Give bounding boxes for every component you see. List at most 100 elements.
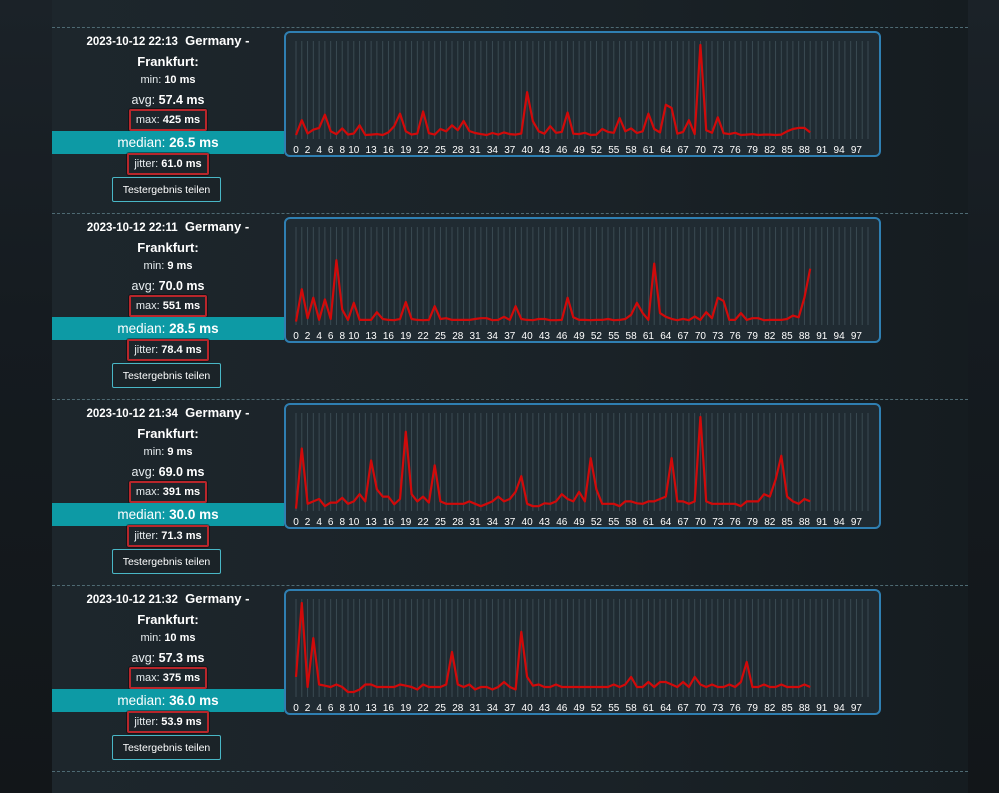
median-value: 28.5 ms bbox=[169, 321, 219, 336]
test-summary: 2023-10-12 21:32 Germany - Frankfurt: mi… bbox=[52, 585, 284, 771]
x-tick-label: 22 bbox=[418, 703, 430, 713]
x-tick-label: 0 bbox=[293, 517, 299, 527]
share-result-button[interactable]: Testergebnis teilen bbox=[112, 549, 221, 574]
x-tick-label: 22 bbox=[418, 145, 430, 155]
max-highlight-box: max: 551 ms bbox=[128, 295, 208, 317]
median-bar: median: 28.5 ms bbox=[52, 317, 284, 340]
max-label: max: bbox=[135, 672, 160, 684]
x-tick-label: 13 bbox=[366, 145, 378, 155]
avg-label: avg: bbox=[131, 93, 156, 107]
x-tick-label: 19 bbox=[400, 331, 412, 341]
ping-series-line bbox=[294, 43, 811, 137]
median-value: 30.0 ms bbox=[169, 507, 219, 522]
x-tick-label: 70 bbox=[695, 703, 707, 713]
max-stat: max: 425 ms bbox=[52, 109, 284, 131]
median-label: median: bbox=[117, 321, 166, 336]
avg-stat: avg: 57.3 ms bbox=[52, 651, 284, 665]
max-highlight-box: max: 391 ms bbox=[128, 481, 208, 503]
test-title: 2023-10-12 21:32 Germany - Frankfurt: bbox=[52, 589, 284, 629]
ping-chart-svg: 0 2 4 6 8 10 13 16 19 22 25 28 31 34 37 40 43 46 49 52 55 58 6… bbox=[293, 41, 869, 155]
x-tick-label: 25 bbox=[435, 703, 447, 713]
x-tick-label: 64 bbox=[660, 145, 672, 155]
x-tick-label: 0 bbox=[293, 703, 299, 713]
x-tick-label: 85 bbox=[782, 145, 794, 155]
max-highlight-box: max: 375 ms bbox=[128, 667, 208, 689]
x-tick-label: 28 bbox=[452, 145, 464, 155]
jitter-stat: jitter: 61.0 ms bbox=[52, 153, 284, 175]
jitter-value: 53.9 ms bbox=[161, 716, 202, 728]
x-tick-label: 82 bbox=[764, 331, 776, 341]
x-tick-label: 70 bbox=[695, 145, 707, 155]
median-label: median: bbox=[117, 693, 166, 708]
x-tick-label: 40 bbox=[522, 703, 534, 713]
x-tick-label: 91 bbox=[816, 331, 828, 341]
x-tick-label: 46 bbox=[556, 331, 568, 341]
x-tick-label: 85 bbox=[782, 517, 794, 527]
x-tick-label: 40 bbox=[522, 145, 534, 155]
x-tick-label: 46 bbox=[556, 517, 568, 527]
x-tick-label: 8 bbox=[339, 703, 345, 713]
x-tick-label: 6 bbox=[328, 703, 334, 713]
x-tick-label: 10 bbox=[348, 703, 360, 713]
x-tick-label: 19 bbox=[400, 703, 412, 713]
x-tick-label: 88 bbox=[799, 145, 811, 155]
x-tick-label: 94 bbox=[834, 145, 846, 155]
x-tick-label: 40 bbox=[522, 517, 534, 527]
min-stat: min: 10 ms bbox=[52, 631, 284, 645]
max-value: 391 ms bbox=[162, 486, 201, 498]
x-tick-label: 88 bbox=[799, 331, 811, 341]
x-tick-label: 40 bbox=[522, 331, 534, 341]
ping-chart: 0 2 4 6 8 10 13 16 19 22 25 28 31 34 37 40 43 46 49 52 55 58 6… bbox=[284, 217, 881, 343]
x-tick-label: 61 bbox=[643, 703, 655, 713]
jitter-stat: jitter: 53.9 ms bbox=[52, 711, 284, 733]
test-location-line2: Frankfurt: bbox=[137, 612, 199, 627]
min-stat: min: 10 ms bbox=[52, 73, 284, 87]
x-tick-label: 43 bbox=[539, 145, 551, 155]
median-bar: median: 36.0 ms bbox=[52, 689, 284, 712]
x-tick-label: 8 bbox=[339, 145, 345, 155]
x-tick-label: 91 bbox=[816, 703, 828, 713]
x-tick-label: 58 bbox=[626, 145, 638, 155]
x-tick-label: 25 bbox=[435, 517, 447, 527]
x-tick-label: 6 bbox=[328, 517, 334, 527]
median-label: median: bbox=[117, 507, 166, 522]
x-tick-label: 34 bbox=[487, 517, 499, 527]
avg-label: avg: bbox=[131, 279, 156, 293]
x-tick-label: 73 bbox=[712, 517, 724, 527]
avg-stat: avg: 69.0 ms bbox=[52, 465, 284, 479]
x-tick-label: 58 bbox=[626, 517, 638, 527]
share-result-button[interactable]: Testergebnis teilen bbox=[112, 177, 221, 202]
x-tick-label: 13 bbox=[366, 703, 378, 713]
median-value: 26.5 ms bbox=[169, 135, 219, 150]
max-label: max: bbox=[135, 114, 160, 126]
test-location-line1: Germany - bbox=[185, 405, 250, 420]
x-tick-label: 34 bbox=[487, 331, 499, 341]
x-tick-label: 91 bbox=[816, 145, 828, 155]
x-tick-label: 55 bbox=[608, 331, 620, 341]
jitter-highlight-box: jitter: 78.4 ms bbox=[127, 339, 209, 361]
results-panel: 2023-10-12 22:13 Germany - Frankfurt: mi… bbox=[52, 0, 968, 793]
test-result-row-4: 2023-10-12 21:32 Germany - Frankfurt: mi… bbox=[52, 585, 968, 771]
test-title: 2023-10-12 21:34 Germany - Frankfurt: bbox=[52, 403, 284, 443]
x-tick-label: 97 bbox=[851, 145, 863, 155]
x-tick-label: 55 bbox=[608, 145, 620, 155]
row-divider bbox=[52, 585, 968, 586]
x-tick-label: 79 bbox=[747, 703, 759, 713]
x-tick-label: 58 bbox=[626, 703, 638, 713]
share-result-button[interactable]: Testergebnis teilen bbox=[112, 735, 221, 760]
x-tick-label: 55 bbox=[608, 517, 620, 527]
max-label: max: bbox=[135, 486, 160, 498]
x-tick-label: 4 bbox=[316, 517, 322, 527]
x-tick-label: 49 bbox=[574, 331, 586, 341]
max-value: 425 ms bbox=[162, 114, 201, 126]
x-tick-label: 97 bbox=[851, 517, 863, 527]
ping-chart: 0 2 4 6 8 10 13 16 19 22 25 28 31 34 37 40 43 46 49 52 55 58 6… bbox=[284, 31, 881, 157]
x-tick-label: 13 bbox=[366, 331, 378, 341]
x-tick-label: 79 bbox=[747, 517, 759, 527]
x-tick-label: 19 bbox=[400, 517, 412, 527]
avg-value: 57.4 ms bbox=[158, 93, 205, 107]
jitter-label: jitter: bbox=[134, 158, 159, 170]
share-result-button[interactable]: Testergebnis teilen bbox=[112, 363, 221, 388]
x-tick-label: 8 bbox=[339, 331, 345, 341]
x-tick-label: 34 bbox=[487, 145, 499, 155]
